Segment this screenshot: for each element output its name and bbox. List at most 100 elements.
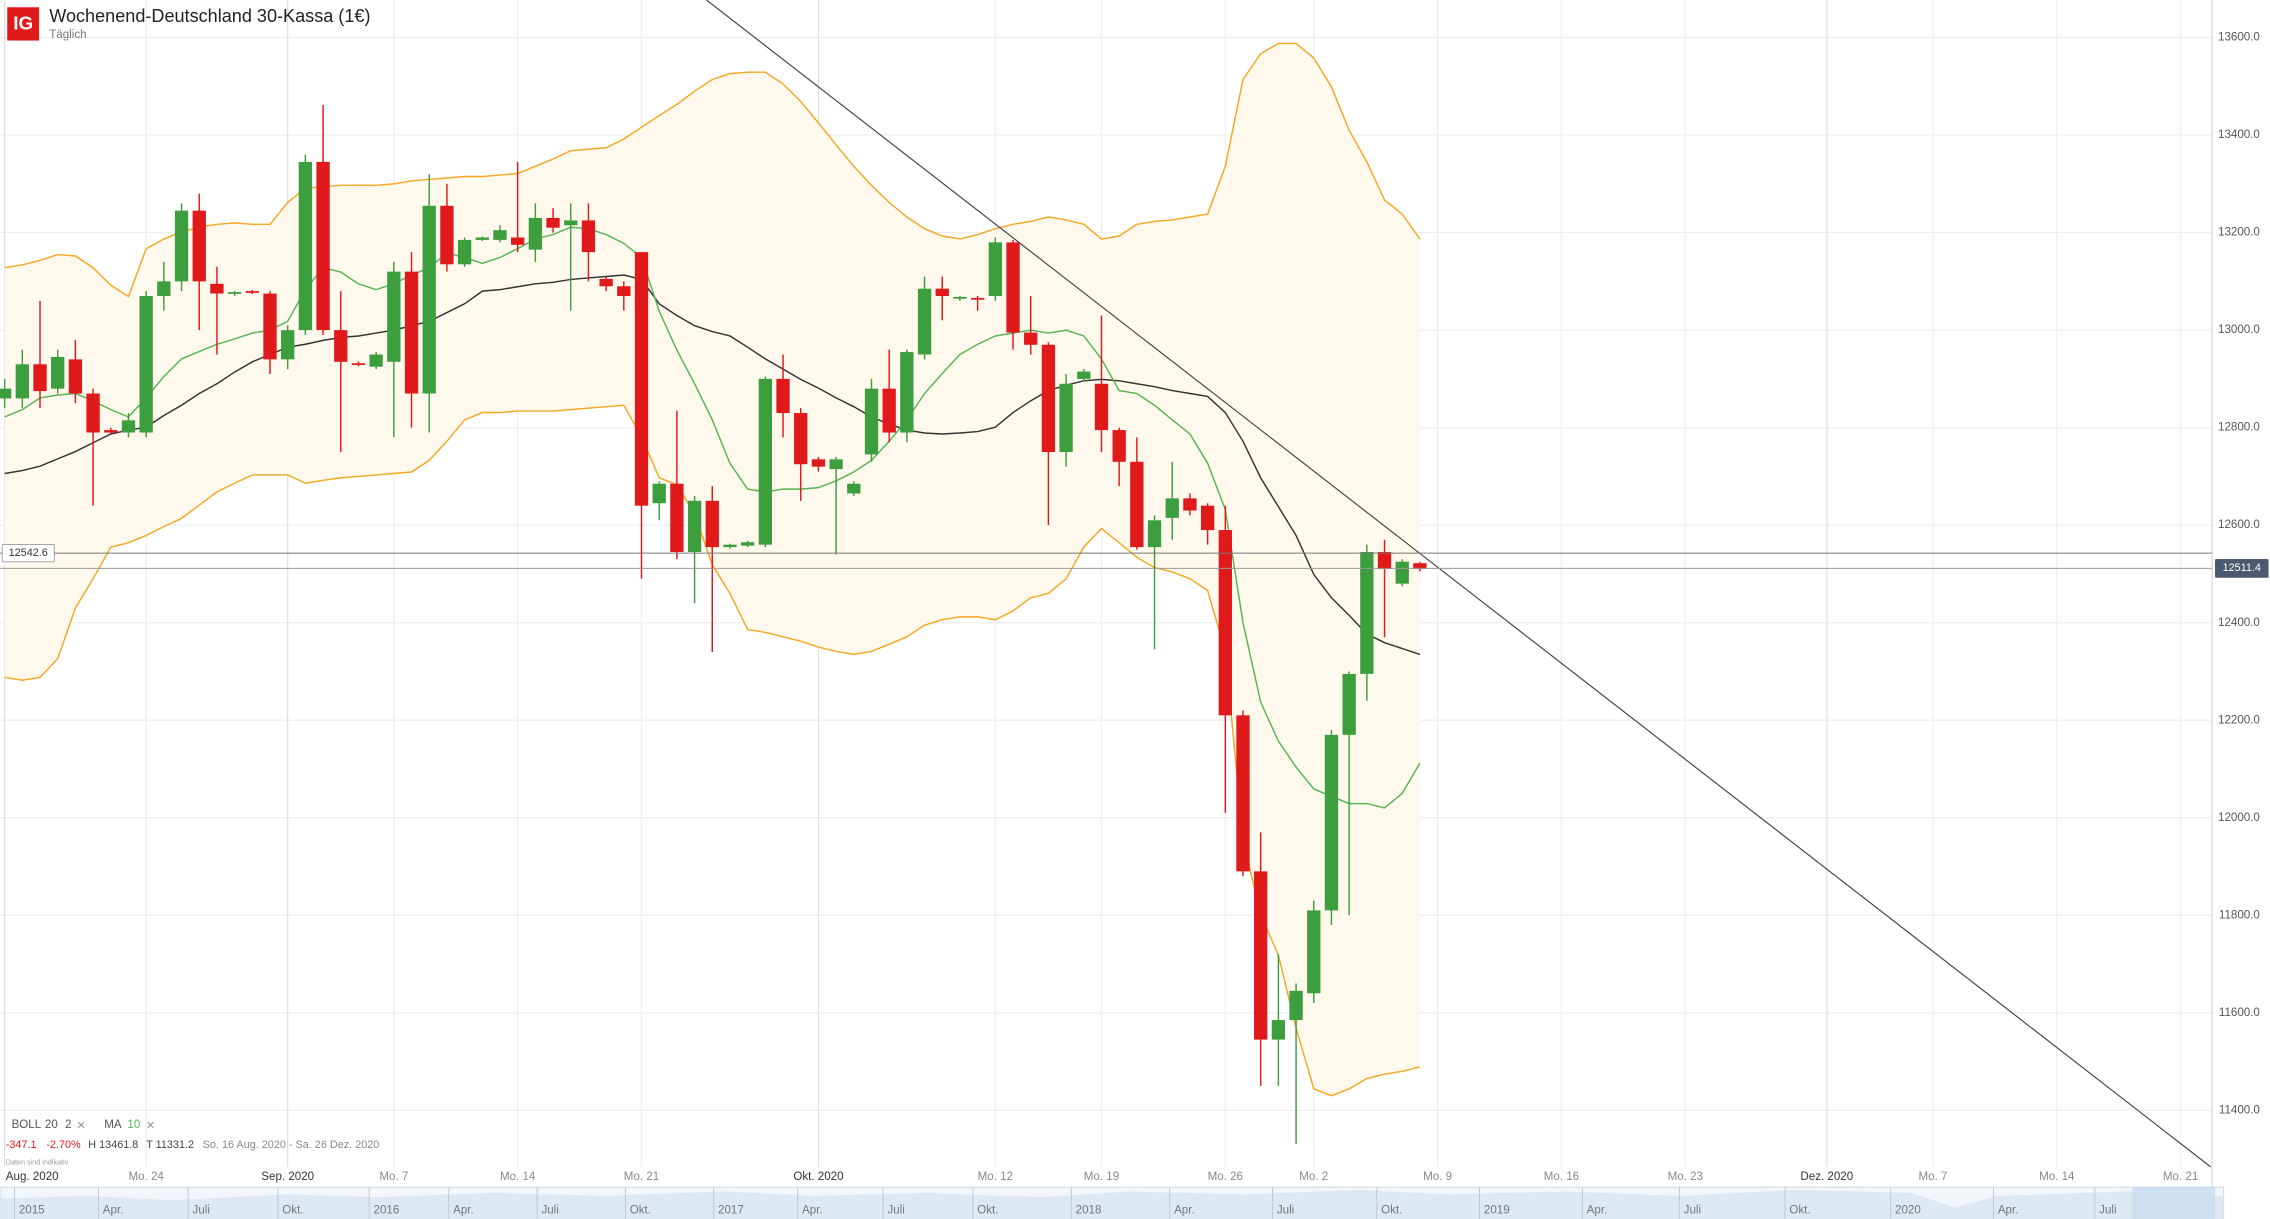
boll-middle bbox=[4, 274, 1421, 656]
navigator-label: 2019 bbox=[1484, 1204, 1510, 1216]
candle-body bbox=[33, 364, 47, 392]
candle-body bbox=[210, 283, 224, 294]
navigator-label: Apr. bbox=[802, 1204, 823, 1216]
candle-body bbox=[935, 288, 949, 296]
candle-body bbox=[1147, 520, 1162, 548]
x-tick-label: Mo. 24 bbox=[128, 1171, 164, 1183]
x-tick-label: Mo. 14 bbox=[2039, 1171, 2075, 1183]
candle-body bbox=[882, 388, 896, 433]
navigator-label: Apr. bbox=[453, 1204, 474, 1216]
navigator-label: Apr. bbox=[1587, 1204, 1608, 1216]
candle-body bbox=[174, 210, 189, 282]
labels: 11400.0 11600.0 11800.0 12000.0 12200.0 12400… bbox=[0, 32, 2269, 1183]
logo: IG bbox=[13, 13, 33, 34]
x-tick-label: Mo. 26 bbox=[1208, 1171, 1243, 1183]
candle-body bbox=[652, 483, 666, 504]
navigator-label: Juli bbox=[1277, 1204, 1294, 1216]
change: -347.1 bbox=[6, 1139, 37, 1151]
candle-body bbox=[1094, 383, 1109, 431]
grid bbox=[0, 0, 2213, 1167]
price-box bbox=[2214, 558, 2269, 578]
trend-line bbox=[706, 0, 2211, 1168]
candle-body bbox=[1041, 344, 1056, 453]
y-tick-label: 12200.0 bbox=[2218, 714, 2260, 726]
candle-body bbox=[1077, 371, 1091, 379]
candle-body bbox=[86, 393, 100, 433]
x-tick-label: Mo. 23 bbox=[1668, 1171, 1703, 1183]
candle-body bbox=[245, 291, 259, 293]
navigator-label: Apr. bbox=[1998, 1204, 2019, 1216]
date-range: So. 16 Aug. 2020 - Sa. 26 Dez. 2020 bbox=[203, 1139, 380, 1151]
y-tick-label: 13400.0 bbox=[2218, 129, 2260, 141]
candle-body bbox=[15, 364, 29, 399]
price-box bbox=[1, 544, 55, 563]
navigator-label: 2016 bbox=[374, 1204, 400, 1216]
candle-body bbox=[457, 239, 472, 265]
y-tick-label: 11600.0 bbox=[2219, 1007, 2260, 1019]
candle-body bbox=[723, 544, 737, 548]
subtitle: Täglich bbox=[49, 29, 86, 41]
navigator-label: Apr. bbox=[103, 1204, 124, 1216]
x-tick-label: Mo. 7 bbox=[379, 1171, 408, 1183]
boll-label[interactable]: BOLL bbox=[12, 1119, 42, 1131]
candle-body bbox=[1024, 332, 1038, 345]
ma-param[interactable]: 10 bbox=[127, 1119, 140, 1131]
x-tick-label: Mo. 21 bbox=[624, 1171, 659, 1183]
navigator-window[interactable] bbox=[2132, 1187, 2215, 1219]
candle-body bbox=[404, 271, 419, 394]
candle-body bbox=[475, 237, 489, 240]
y-tick-label: 12400.0 bbox=[2218, 617, 2260, 629]
x-tick-label: Mo. 14 bbox=[500, 1171, 536, 1183]
candle-body bbox=[917, 288, 932, 355]
navigator-label: Juli bbox=[887, 1204, 904, 1216]
navigator-label: Okt. bbox=[977, 1204, 998, 1216]
band-fill bbox=[4, 43, 1420, 1096]
candle-body bbox=[387, 271, 401, 362]
candle-body bbox=[281, 330, 295, 360]
x-tick-label: Mo. 7 bbox=[1918, 1171, 1947, 1183]
candle-body bbox=[864, 388, 879, 455]
navigator-label: 2018 bbox=[1076, 1204, 1102, 1216]
candle-body bbox=[104, 430, 118, 433]
boll-param[interactable]: 2 bbox=[65, 1119, 71, 1131]
price-label: 12542.6 bbox=[9, 547, 48, 559]
candle-body bbox=[900, 352, 914, 433]
candle-body bbox=[546, 217, 560, 228]
candle-body bbox=[776, 378, 790, 414]
navigator-label: Juli bbox=[2099, 1204, 2116, 1216]
candle-body bbox=[1377, 551, 1392, 570]
y-tick-label: 13600.0 bbox=[2218, 32, 2260, 44]
y-tick-label: 12600.0 bbox=[2218, 519, 2260, 531]
candle-body bbox=[1059, 383, 1073, 453]
candle-body bbox=[68, 359, 83, 394]
candle-body bbox=[1289, 990, 1303, 1021]
y-tick-label: 12000.0 bbox=[2218, 812, 2260, 824]
navigator-label: Okt. bbox=[1789, 1204, 1810, 1216]
remove-icon[interactable] bbox=[147, 1121, 154, 1129]
x-tick-label: Mo. 16 bbox=[1544, 1171, 1579, 1183]
candle-body bbox=[758, 378, 773, 545]
candle-body bbox=[351, 363, 366, 366]
candle-body bbox=[1236, 715, 1250, 872]
navigator-label: 2020 bbox=[1895, 1204, 1921, 1216]
navigator-label: 2017 bbox=[718, 1204, 744, 1216]
high: H 13461.8 bbox=[88, 1139, 138, 1151]
candle-body bbox=[157, 281, 171, 296]
navigator-label: Juli bbox=[541, 1204, 558, 1216]
ma-label[interactable]: MA bbox=[104, 1119, 122, 1131]
x-tick-label: Mo. 9 bbox=[1423, 1171, 1452, 1183]
candle-body bbox=[617, 286, 631, 296]
navigator-label: 2015 bbox=[19, 1204, 45, 1216]
x-tick-label: Aug. 2020 bbox=[6, 1171, 59, 1183]
navigator-label: Okt. bbox=[630, 1204, 651, 1216]
x-tick-label: Okt. 2020 bbox=[793, 1171, 843, 1183]
candle-body bbox=[440, 205, 454, 265]
remove-icon[interactable] bbox=[77, 1121, 85, 1129]
boll-upper bbox=[4, 42, 1421, 298]
low: T 11331.2 bbox=[146, 1139, 194, 1151]
candle-body bbox=[1165, 498, 1179, 518]
boll-param[interactable]: 20 bbox=[45, 1119, 58, 1131]
candle-body bbox=[422, 205, 436, 394]
navigator-label: Juli bbox=[193, 1204, 210, 1216]
